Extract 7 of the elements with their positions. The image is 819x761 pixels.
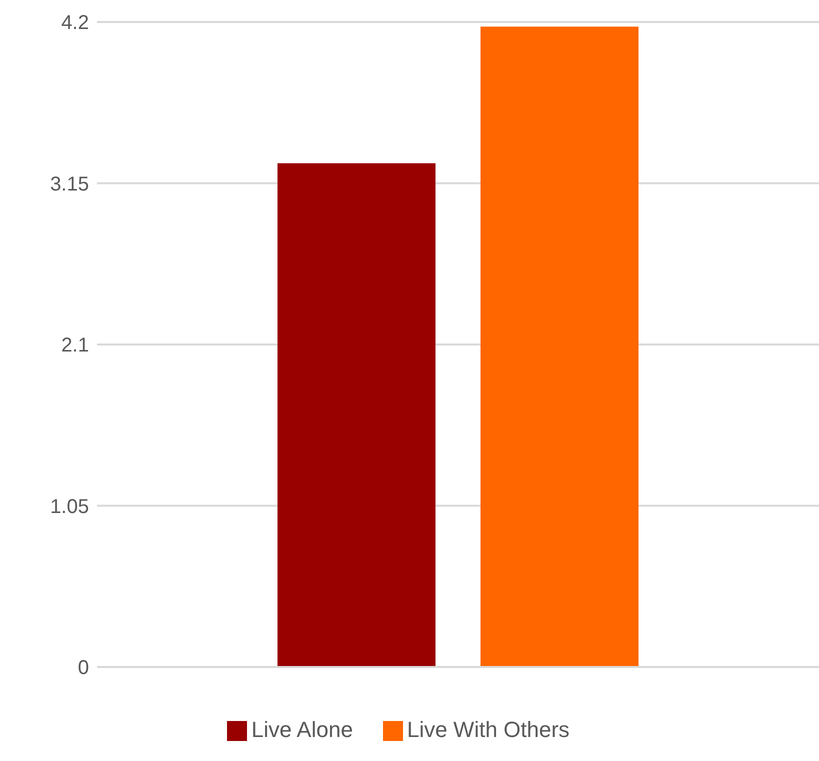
- y-tick-label: 0: [78, 657, 89, 680]
- legend-label: Live Alone: [251, 717, 353, 742]
- y-tick-label: 4.2: [61, 12, 89, 34]
- legend-label: Live With Others: [406, 717, 570, 742]
- y-tick-label: 3.15: [50, 173, 89, 196]
- y-tick-label: 2.1: [61, 334, 89, 357]
- y-tick-label: 1.05: [50, 496, 89, 518]
